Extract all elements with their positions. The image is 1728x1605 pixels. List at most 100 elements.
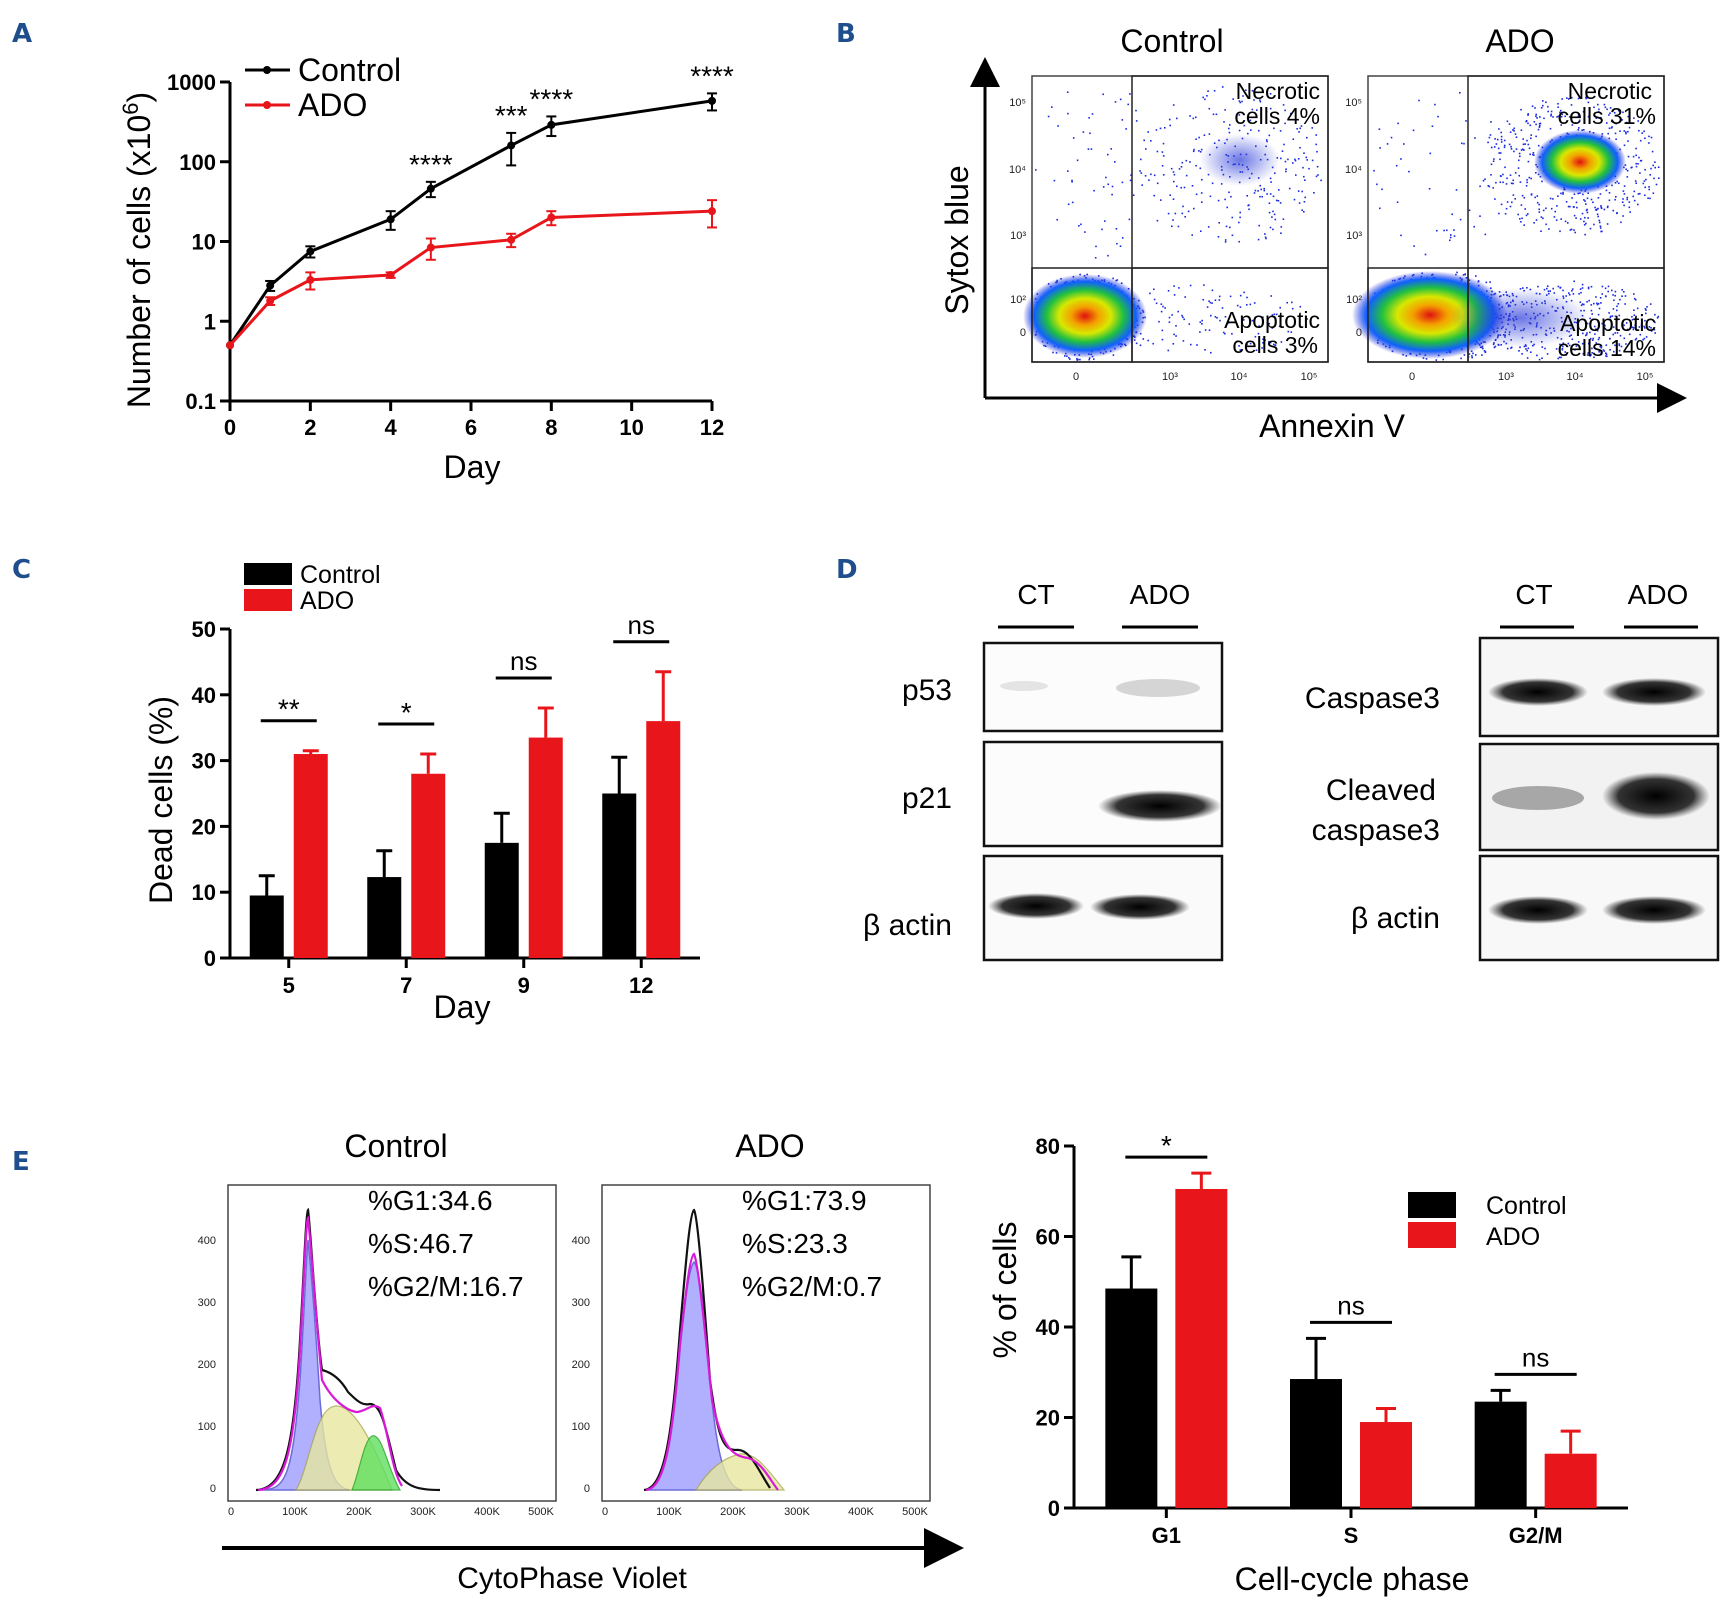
scatter-dot	[1239, 211, 1241, 214]
scatter-dot	[1600, 206, 1603, 209]
scatter-dot	[1557, 115, 1560, 118]
x-tick-label: 9	[518, 973, 530, 998]
scatter-dot	[1627, 155, 1630, 158]
scatter-dot	[1487, 185, 1490, 187]
scatter-dot	[1598, 219, 1601, 222]
hist-x-tick-label: 400K	[474, 1506, 500, 1518]
scatter-dot	[1279, 306, 1281, 309]
scatter-dot	[1482, 347, 1484, 350]
scatter-dot	[1069, 358, 1071, 360]
scatter-dot	[1262, 316, 1264, 318]
scatter-dot	[1104, 220, 1106, 222]
scatter-dot	[1482, 179, 1485, 182]
scatter-dot	[1564, 115, 1566, 118]
scatter-dot	[1500, 138, 1503, 141]
scatter-dot	[1569, 229, 1572, 231]
scatter-dot	[1582, 332, 1584, 335]
scatter-dot	[1236, 340, 1238, 343]
hist-x-label: CytoPhase Violet	[457, 1562, 687, 1595]
scatter-dot	[1593, 356, 1595, 359]
scatter-dot	[1180, 186, 1182, 189]
scatter-dot	[1519, 181, 1522, 183]
scatter-dot	[1605, 295, 1607, 298]
scatter-dot	[1503, 144, 1506, 147]
scatter-dot	[1581, 303, 1584, 305]
hist-trace-fit	[645, 1252, 779, 1492]
scatter-dot	[1239, 216, 1241, 219]
scatter-dot	[1221, 86, 1224, 88]
blot-band	[1492, 786, 1584, 810]
scatter-dot	[1585, 222, 1587, 225]
scatter-dot	[1579, 218, 1582, 220]
scatter-dot	[1616, 321, 1618, 323]
scatter-dot	[1625, 168, 1627, 171]
scatter-dot	[1298, 202, 1301, 204]
scatter-dot	[1643, 325, 1645, 328]
scatter-dot	[1538, 126, 1541, 128]
scatter-dot	[1093, 358, 1095, 360]
scatter-dot	[1526, 139, 1528, 142]
scatter-dot	[1442, 358, 1444, 361]
scatter-dot	[1644, 194, 1646, 197]
scatter-dot	[1534, 196, 1536, 199]
x-tick-label: 4	[385, 415, 398, 440]
scatter-dot	[1576, 206, 1578, 209]
scatter-dot	[1609, 337, 1611, 340]
scatter-dot	[1140, 158, 1142, 161]
scatter-dot	[1499, 152, 1502, 154]
scatter-dot	[1635, 337, 1638, 340]
scatter-dot	[1386, 143, 1389, 145]
scatter-dot	[1636, 307, 1639, 310]
scatter-dot	[1610, 127, 1613, 129]
scatter-dot	[1490, 146, 1493, 149]
hist-y-tick-label: 100	[198, 1421, 216, 1433]
scatter-dot	[1520, 221, 1522, 223]
scatter-dot	[1248, 208, 1250, 211]
scatter-dot	[1561, 348, 1564, 351]
scatter-dot	[1537, 285, 1539, 288]
blot-row-label: β actin	[1351, 902, 1440, 935]
scatter-dot	[1082, 131, 1085, 133]
scatter-dot	[1632, 195, 1634, 198]
scatter-dot	[1612, 308, 1615, 310]
scatter-dot	[1547, 105, 1549, 108]
gate-label: cells 3%	[1232, 332, 1318, 358]
scatter-dot	[1195, 116, 1197, 119]
scatter-dot	[1093, 189, 1095, 192]
blot-p21	[982, 740, 1224, 848]
blot-band	[1000, 681, 1048, 691]
scatter-dot	[1627, 130, 1629, 133]
scatter-dot	[1512, 194, 1515, 196]
scatter-dot	[1286, 301, 1288, 304]
scatter-dot	[1490, 121, 1492, 123]
scatter-dot	[1488, 136, 1491, 139]
scatter-dot	[1530, 193, 1533, 195]
scatter-dot	[1591, 313, 1593, 315]
scatter-dot	[1644, 186, 1646, 189]
scatter-dot	[1538, 358, 1541, 361]
significance-label: ns	[1337, 1290, 1364, 1320]
hist-y-tick-label: 0	[584, 1483, 590, 1495]
scatter-dot	[1591, 339, 1594, 341]
scatter-dot	[1560, 116, 1563, 118]
blot-band	[1098, 790, 1222, 822]
scatter-dot	[1057, 125, 1059, 127]
scatter-dot	[1395, 164, 1398, 167]
scatter-dot	[1214, 316, 1217, 318]
scatter-dot	[1644, 319, 1646, 322]
scatter-dot	[1585, 203, 1587, 205]
scatter-dot	[1597, 338, 1600, 341]
hist-title-control: Control	[344, 1128, 447, 1164]
hist-x-tick-label: 300K	[410, 1506, 436, 1518]
scatter-dot	[1052, 351, 1054, 354]
scatter-dot	[1579, 301, 1582, 303]
significance-label: *	[401, 697, 412, 728]
scatter-dot	[1604, 287, 1607, 290]
scatter-dot	[1618, 349, 1621, 352]
flow-y-tick-label: 0	[1020, 327, 1026, 339]
scatter-dot	[1497, 147, 1500, 150]
scatter-dot	[1574, 231, 1576, 234]
scatter-dot	[1537, 128, 1540, 131]
scatter-dot	[1272, 195, 1275, 198]
scatter-dot	[1172, 171, 1175, 173]
